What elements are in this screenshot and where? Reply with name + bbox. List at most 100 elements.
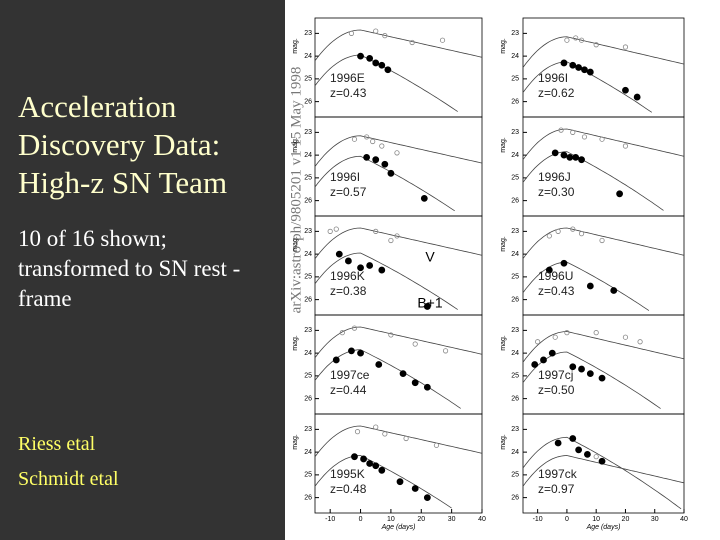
y-tick-label: 25 [511, 274, 519, 281]
sn-redshift: z=0.43 [538, 284, 575, 298]
v-point [622, 44, 629, 50]
y-tick-label: 26 [511, 98, 519, 105]
sn-name: 1996K [330, 269, 365, 283]
v-point [354, 429, 361, 435]
v-point [599, 136, 605, 142]
b-point [586, 68, 594, 76]
v-point [546, 233, 552, 239]
y-tick-label: 26 [304, 296, 312, 303]
b-point [378, 266, 386, 274]
b-point [586, 370, 594, 378]
y-axis-label: mag. [500, 38, 507, 54]
b-point [622, 86, 629, 94]
v-point [593, 454, 599, 460]
sn-name: 1996E [330, 71, 365, 85]
template-curve [314, 425, 483, 457]
v-point [535, 339, 541, 345]
y-axis-label: mag. [292, 236, 299, 252]
x-tick-label: 30 [448, 516, 456, 523]
b-point [551, 149, 559, 157]
b-point [584, 450, 591, 458]
y-tick-label: 24 [511, 152, 519, 159]
y-tick-label: 24 [304, 53, 312, 60]
b-point [335, 250, 343, 258]
sn-redshift: z=0.38 [330, 284, 367, 298]
x-tick-label: -10 [325, 516, 335, 523]
panel-frame [522, 116, 685, 217]
b-point [569, 363, 577, 371]
v-point [622, 143, 629, 149]
v-point [564, 330, 570, 336]
y-axis-label: mag. [292, 38, 299, 54]
sn-name: 1996I [330, 170, 360, 184]
y-tick-label: 25 [304, 76, 312, 83]
b-point [357, 264, 364, 272]
b-point [363, 153, 371, 161]
y-tick-label: 24 [511, 449, 519, 456]
y-tick-label: 23 [304, 228, 312, 235]
v-point [370, 138, 376, 145]
y-tick-label: 26 [304, 197, 312, 204]
x-tick-label: 20 [622, 516, 630, 523]
y-tick-label: 26 [511, 296, 519, 303]
panel-frame [522, 17, 685, 118]
v-point [333, 226, 339, 232]
b-point [569, 61, 577, 69]
sn-name: 1996U [538, 269, 573, 283]
b-point [569, 435, 577, 442]
template-curve [314, 326, 483, 358]
sn-redshift: z=0.62 [538, 86, 575, 100]
v-point [327, 228, 333, 234]
panel-frame [314, 17, 483, 118]
y-tick-label: 23 [304, 30, 312, 37]
v-point [570, 226, 576, 232]
v-point [351, 325, 358, 331]
v-point [578, 231, 585, 237]
y-tick-label: 25 [511, 175, 519, 182]
y-tick-label: 23 [304, 129, 312, 136]
v-point [637, 339, 643, 345]
template-curve [522, 331, 685, 363]
y-tick-label: 23 [511, 228, 519, 235]
y-tick-label: 26 [304, 98, 312, 105]
v-point [564, 37, 570, 43]
template-curve [522, 151, 664, 211]
y-tick-label: 23 [511, 327, 519, 334]
v-point [578, 37, 585, 43]
x-tick-label: 0 [565, 516, 569, 523]
v-point [351, 136, 358, 142]
b-point [366, 460, 374, 467]
side-panel [0, 0, 285, 540]
b-point [554, 439, 562, 447]
b-point [372, 156, 380, 164]
b-point [378, 61, 386, 69]
panel-frame [522, 314, 685, 415]
y-tick-label: 25 [511, 472, 519, 479]
b-point [411, 485, 419, 492]
y-tick-label: 23 [304, 327, 312, 334]
sn-redshift: z=0.57 [330, 185, 367, 199]
b-point [387, 169, 395, 177]
b-point [545, 266, 553, 274]
sn-name: 1995K [330, 467, 365, 481]
b-point [598, 374, 606, 382]
b-point [366, 262, 374, 269]
b-point [399, 370, 407, 378]
x-tick-label: 20 [417, 516, 425, 523]
b-point [633, 93, 641, 101]
sn-redshift: z=0.30 [538, 185, 575, 199]
b-point [578, 156, 585, 164]
y-tick-label: 25 [304, 274, 312, 281]
sn-name: 1997cj [538, 368, 573, 382]
template-curve [522, 36, 685, 68]
b-point [548, 349, 556, 357]
sn-redshift: z=0.43 [330, 86, 367, 100]
b-point [411, 379, 419, 387]
slide-title: Acceleration Discovery Data: High-z SN T… [18, 89, 228, 200]
v-point [388, 332, 394, 338]
y-axis-label: mag. [500, 434, 507, 450]
v-point [593, 42, 599, 48]
b-point [423, 494, 431, 502]
b-point [357, 349, 364, 357]
